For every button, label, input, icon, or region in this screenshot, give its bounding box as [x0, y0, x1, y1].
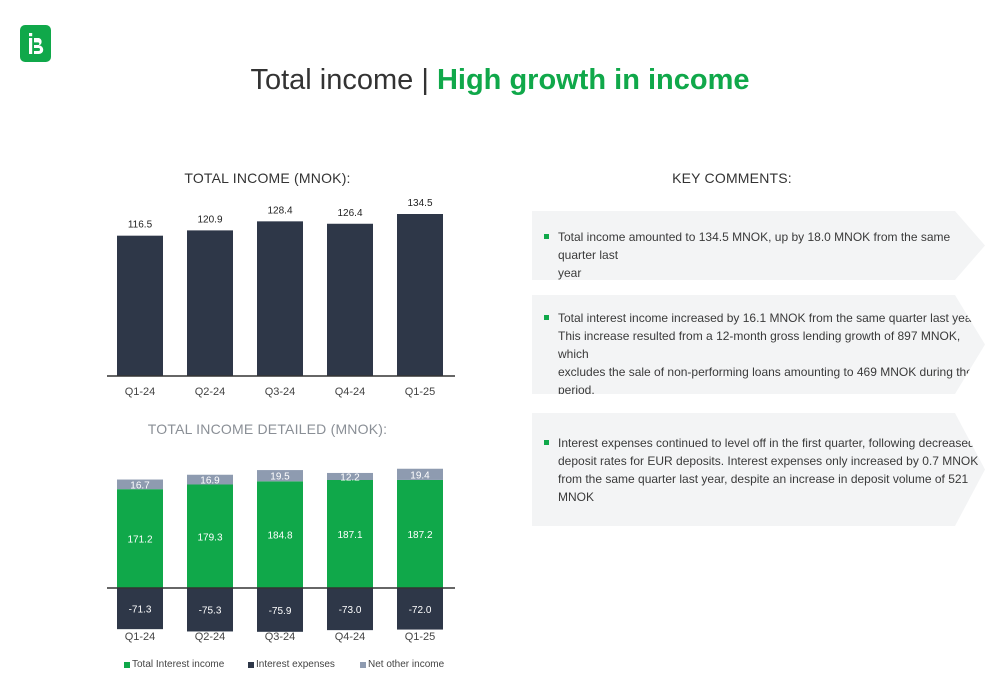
- total-income-value-label: 120.9: [197, 214, 222, 225]
- total-income-value-label: 116.5: [128, 220, 153, 231]
- key-comment-line: excludes the sale of non-performing loan…: [558, 365, 973, 379]
- legend-net-other-income: Net other income: [360, 659, 444, 670]
- key-comment-line: Total interest income increased by 16.1 …: [558, 311, 979, 325]
- key-comment-line: from the same quarter last year, despite…: [558, 472, 969, 486]
- key-comment-line: MNOK: [558, 490, 594, 504]
- title-separator: |: [421, 64, 429, 96]
- legend-swatch-green: [124, 661, 130, 668]
- total-income-value-label: 126.4: [337, 208, 362, 219]
- interest-income-value-label: 187.1: [337, 530, 362, 541]
- interest-expense-value-label: -75.9: [269, 606, 292, 617]
- x-tick-label: Q3-24: [265, 386, 296, 398]
- legend-total-interest-income: Total Interest income: [124, 659, 224, 670]
- interest-income-bar: [117, 489, 163, 588]
- other-income-value-label: 12.2: [340, 472, 360, 483]
- bullet-icon: [544, 234, 549, 239]
- total-income-bar-Q3-24: [257, 221, 303, 376]
- title-main: Total income: [250, 64, 414, 96]
- interest-income-bar: [187, 484, 233, 588]
- other-income-bar: [397, 468, 443, 480]
- interest-income-value-label: 184.8: [267, 531, 292, 542]
- interest-expense-value-label: -71.3: [129, 605, 152, 616]
- total-income-bar-Q1-24: [117, 235, 163, 376]
- x-tick-label: Q2-24: [195, 631, 226, 643]
- x-tick-label: Q1-25: [405, 631, 436, 643]
- other-income-value-label: 19.4: [410, 470, 430, 481]
- x-tick-label: Q1-24: [125, 386, 156, 398]
- interest-expense-bar: [327, 588, 373, 631]
- x-tick-label: Q1-25: [405, 386, 436, 398]
- x-tick-label: Q1-24: [125, 631, 156, 643]
- x-tick-label: Q4-24: [335, 386, 366, 398]
- other-income-bar: [187, 474, 233, 485]
- total-income-bar-Q1-25: [397, 214, 443, 376]
- bullet-icon: [544, 440, 549, 445]
- key-comment-text: Interest expenses continued to level off…: [558, 434, 978, 506]
- legend-label: Net other income: [368, 659, 445, 670]
- legend-swatch-grey: [360, 661, 366, 668]
- key-comment-line: Interest expenses continued to level off…: [558, 436, 975, 450]
- interest-income-value-label: 171.2: [127, 535, 152, 546]
- x-tick-label: Q4-24: [335, 631, 366, 643]
- chart1-title: TOTAL INCOME (MNOK):: [184, 170, 351, 186]
- key-comment-text: Total income amounted to 134.5 MNOK, up …: [558, 228, 985, 280]
- interest-expense-bar: [257, 588, 303, 632]
- legend-swatch-dark: [248, 661, 254, 668]
- title-highlight: High growth in income: [436, 64, 750, 96]
- other-income-bar: [257, 470, 303, 482]
- other-income-value-label: 19.5: [270, 472, 290, 483]
- interest-expense-bar: [117, 588, 163, 630]
- bullet-icon: [544, 315, 549, 320]
- x-tick-label: Q2-24: [195, 386, 226, 398]
- other-income-value-label: 16.9: [200, 476, 220, 487]
- key-comment-line: Total income amounted to 134.5 MNOK, up …: [558, 230, 951, 262]
- key-comment-card: Interest expenses continued to level off…: [532, 413, 985, 526]
- interest-income-bar: [397, 479, 443, 588]
- key-comment-card: Total interest income increased by 16.1 …: [532, 295, 985, 394]
- interest-expense-bar: [187, 588, 233, 632]
- interest-expense-value-label: -75.3: [199, 606, 222, 617]
- total-income-bar-Q2-24: [187, 230, 233, 376]
- interest-income-bar: [257, 481, 303, 588]
- total-income-value-label: 134.5: [407, 198, 432, 209]
- interest-income-value-label: 179.3: [197, 532, 222, 543]
- key-comment-card: Total income amounted to 134.5 MNOK, up …: [532, 211, 985, 280]
- key-comment-line: This increase resulted from a 12-month g…: [558, 329, 961, 361]
- bank-logo-icon: [20, 25, 51, 62]
- legend-interest-expenses: Interest expenses: [248, 659, 335, 670]
- key-comment-line: period.: [558, 383, 595, 397]
- total-income-bar-Q4-24: [327, 223, 373, 376]
- interest-expense-value-label: -72.0: [409, 605, 432, 616]
- key-comments-title: KEY COMMENTS:: [672, 170, 792, 186]
- chart2-title: TOTAL INCOME DETAILED (MNOK):: [147, 421, 388, 437]
- key-comment-line: deposit rates for EUR deposits. Interest…: [558, 454, 979, 468]
- interest-expense-bar: [397, 588, 443, 630]
- page-title: Total income | High growth in income: [0, 64, 1000, 97]
- other-income-value-label: 16.7: [130, 480, 150, 491]
- interest-income-value-label: 187.2: [407, 530, 432, 541]
- key-comment-line: year: [558, 266, 582, 280]
- other-income-bar: [117, 479, 163, 490]
- interest-expense-value-label: -73.0: [339, 605, 362, 616]
- legend-label: Interest expenses: [256, 659, 335, 670]
- other-income-bar: [327, 472, 373, 480]
- total-income-value-label: 128.4: [267, 205, 292, 216]
- legend-label: Total Interest income: [132, 659, 225, 670]
- x-tick-label: Q3-24: [265, 631, 296, 643]
- key-comment-text: Total interest income increased by 16.1 …: [558, 309, 985, 397]
- charts-canvas: 116.5 Q1-24 120.9 Q2-24 128.4 Q3-24 126.4 Q4-24…: [107, 198, 455, 643]
- interest-income-bar: [327, 480, 373, 588]
